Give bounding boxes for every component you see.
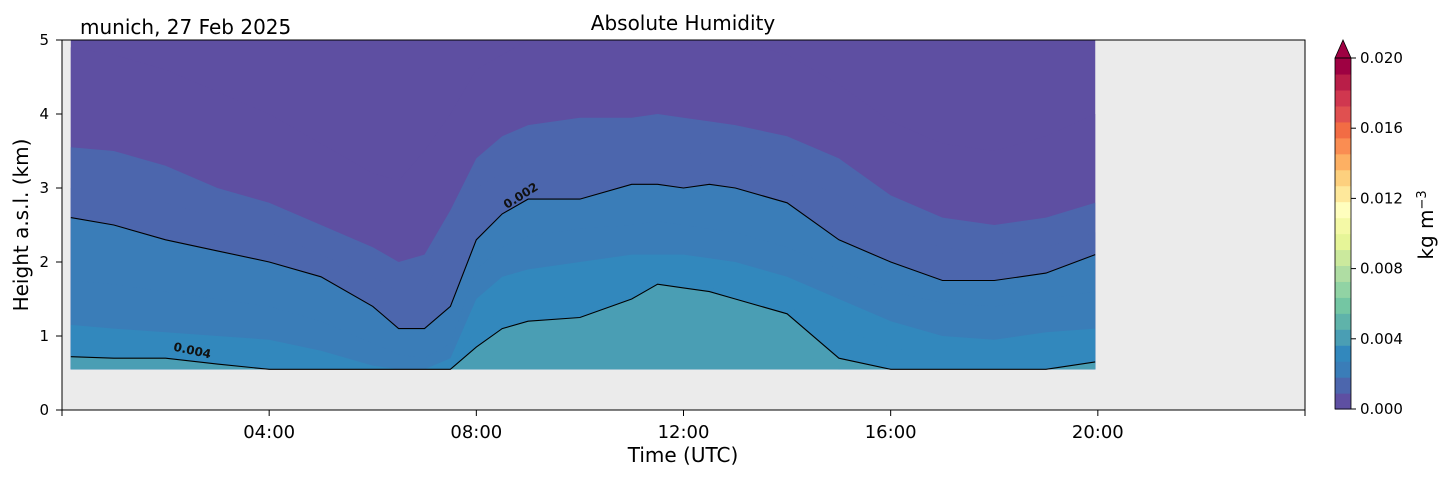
colorbar-segment xyxy=(1335,249,1351,266)
colorbar-segment xyxy=(1335,137,1351,155)
humidity-fill-layer xyxy=(70,40,1096,370)
colorbar-segment xyxy=(1335,297,1351,314)
colorbar-ticks: 0.000 0.004 0.008 0.012 0.016 0.020 xyxy=(1351,49,1403,418)
colorbar-segment xyxy=(1335,201,1351,219)
colorbar-tick-label: 0.000 xyxy=(1360,400,1403,418)
colorbar-segment xyxy=(1335,169,1351,187)
colorbar-tick-label: 0.012 xyxy=(1360,189,1403,207)
colorbar-tick-label: 0.020 xyxy=(1360,49,1403,67)
y-tick-label: 3 xyxy=(39,179,49,197)
y-axis-ticks: 0 1 2 3 4 5 xyxy=(39,31,62,419)
colorbar xyxy=(1334,39,1352,410)
humidity-band-9 xyxy=(70,313,1096,370)
colorbar-segment xyxy=(1335,233,1351,251)
y-tick-label: 0 xyxy=(39,401,49,419)
colorbar-segment xyxy=(1335,58,1351,75)
contour-lines xyxy=(70,183,1096,370)
y-tick-label: 1 xyxy=(39,327,49,345)
colorbar-tick-label: 0.004 xyxy=(1360,330,1403,348)
colorbar-extend-arrow xyxy=(1334,39,1352,59)
x-axis-label: Time (UTC) xyxy=(627,443,739,467)
colorbar-segment xyxy=(1335,329,1351,346)
colorbar-segment xyxy=(1335,393,1351,410)
colorbar-segment xyxy=(1335,185,1351,203)
y-tick-label: 4 xyxy=(39,105,49,123)
colorbar-tick-label: 0.016 xyxy=(1360,119,1403,137)
colorbar-frame xyxy=(1334,57,1352,410)
x-tick-label: 16:00 xyxy=(865,422,917,443)
colorbar-segment xyxy=(1335,377,1351,394)
colorbar-segment xyxy=(1335,105,1351,123)
y-tick-label: 5 xyxy=(39,31,49,49)
chart-title: Absolute Humidity xyxy=(591,11,776,35)
colorbar-segment xyxy=(1335,121,1351,139)
colorbar-segment xyxy=(1335,73,1351,91)
contour-line-0.004 xyxy=(70,283,1096,370)
colorbar-segment xyxy=(1335,265,1351,282)
y-axis-label: Height a.s.l. (km) xyxy=(9,139,33,312)
contour-line-0.002 xyxy=(70,183,1096,330)
colorbar-segment xyxy=(1335,361,1351,378)
x-tick-label: 12:00 xyxy=(658,422,710,443)
y-tick-label: 2 xyxy=(39,253,49,271)
colorbar-segment xyxy=(1335,313,1351,330)
colorbar-segment xyxy=(1335,281,1351,298)
colorbar-segment xyxy=(1335,345,1351,362)
location-date-label: munich, 27 Feb 2025 xyxy=(80,15,291,39)
colorbar-label-exponent: −3 xyxy=(1415,190,1430,209)
humidity-band-8 xyxy=(70,284,1096,370)
x-axis-ticks: 04:00 08:00 12:00 16:00 20:00 xyxy=(61,410,1306,443)
colorbar-segment xyxy=(1335,89,1351,107)
x-tick-label: 20:00 xyxy=(1072,422,1124,443)
colorbar-segment xyxy=(1335,217,1351,235)
colorbar-label-unit: kg m xyxy=(1414,210,1438,260)
x-tick-label: 08:00 xyxy=(450,422,502,443)
colorbar-label: kg m−3 xyxy=(1414,190,1438,259)
colorbar-segment xyxy=(1335,153,1351,171)
colorbar-tick-label: 0.008 xyxy=(1360,260,1403,278)
x-tick-label: 04:00 xyxy=(243,422,295,443)
